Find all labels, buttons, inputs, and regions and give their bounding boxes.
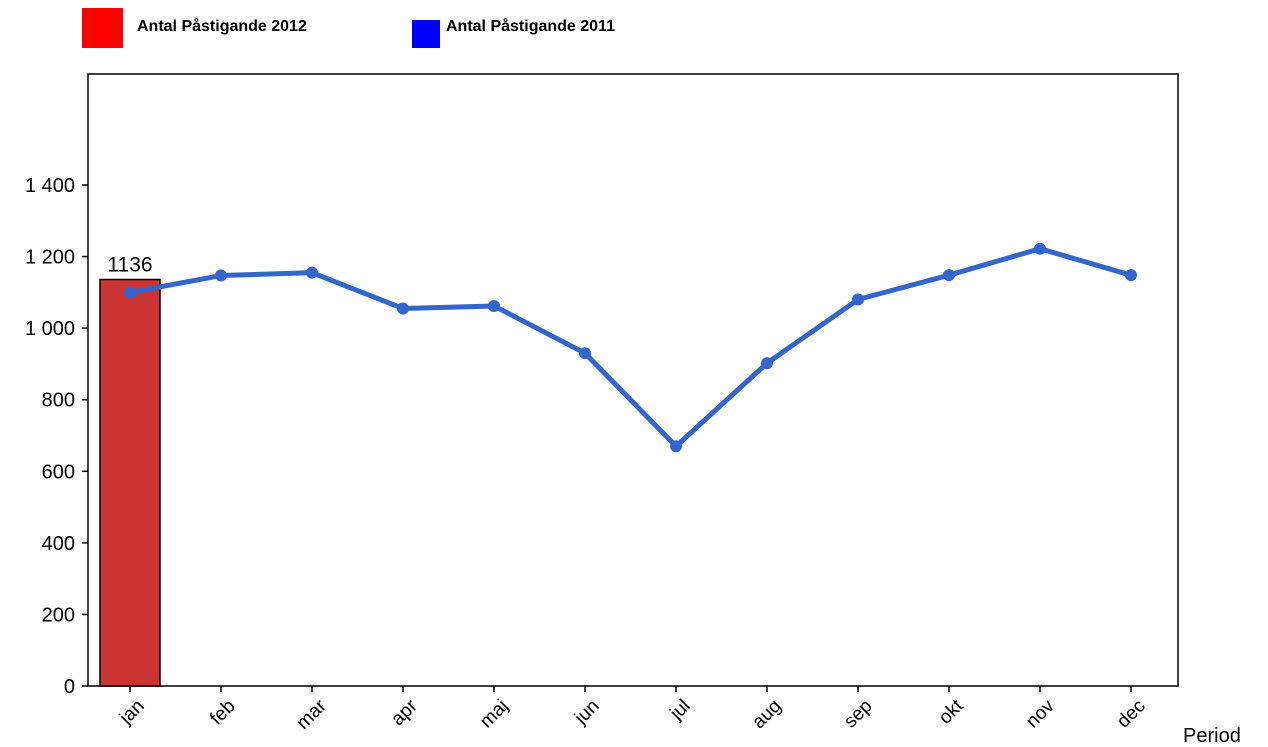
y-tick-label: 0	[64, 676, 75, 698]
y-tick-label: 600	[42, 461, 75, 483]
point-jun[interactable]	[579, 347, 591, 360]
y-tick-label: 1 400	[25, 175, 75, 197]
y-axis: 0 200 400 600 800 1 000 1 200 1 400	[25, 175, 88, 698]
point-aug[interactable]	[761, 357, 773, 370]
bar-series-2012	[99, 278, 161, 687]
x-tick-label-maj: maj	[476, 696, 513, 733]
point-jul[interactable]	[670, 440, 682, 453]
legend-swatch-2012	[82, 8, 123, 48]
x-tick-label-sep: sep	[840, 696, 877, 733]
point-maj[interactable]	[488, 299, 500, 312]
point-sep[interactable]	[852, 293, 864, 306]
x-tick-label-apr: apr	[387, 695, 422, 730]
x-tick-label-nov: nov	[1022, 695, 1059, 732]
x-axis: jan feb mar apr maj jun jul aug sep okt nov dec	[115, 686, 1150, 734]
y-tick-label: 1 000	[25, 318, 75, 340]
bar-jan[interactable]	[99, 278, 161, 687]
line-series-2011	[124, 242, 1137, 453]
data-labels: 1136	[107, 253, 152, 276]
x-tick-label-jun: jun	[570, 696, 603, 729]
bar-data-label: 1136	[107, 253, 152, 276]
plot-frame	[87, 73, 1179, 687]
point-feb[interactable]	[215, 269, 227, 282]
y-tick-label: 200	[42, 604, 75, 626]
x-tick-label-okt: okt	[935, 695, 968, 728]
x-tick-label-jul: jul	[666, 696, 695, 725]
legend-swatch-2011	[412, 20, 440, 48]
point-mar[interactable]	[306, 266, 318, 279]
y-tick-label: 800	[42, 390, 75, 412]
y-tick-label: 1 200	[25, 247, 75, 269]
x-tick-label-mar: mar	[293, 695, 331, 733]
point-jan[interactable]	[124, 286, 136, 299]
y-tick-label: 400	[42, 533, 75, 555]
line-2011	[129, 246, 1132, 449]
x-axis-title: Period	[1183, 725, 1241, 747]
legend-label-2012: Antal Påstigande 2012	[137, 18, 307, 35]
point-dec[interactable]	[1125, 269, 1137, 282]
point-okt[interactable]	[943, 269, 955, 282]
x-tick-label-dec: dec	[1113, 696, 1150, 733]
point-apr[interactable]	[397, 302, 409, 315]
x-tick-label-aug: aug	[748, 696, 785, 733]
point-nov[interactable]	[1034, 242, 1046, 255]
legend-label-2011: Antal Påstigande 2011	[446, 18, 615, 35]
x-tick-label-jan: jan	[115, 696, 148, 729]
x-tick-label-feb: feb	[206, 696, 240, 730]
